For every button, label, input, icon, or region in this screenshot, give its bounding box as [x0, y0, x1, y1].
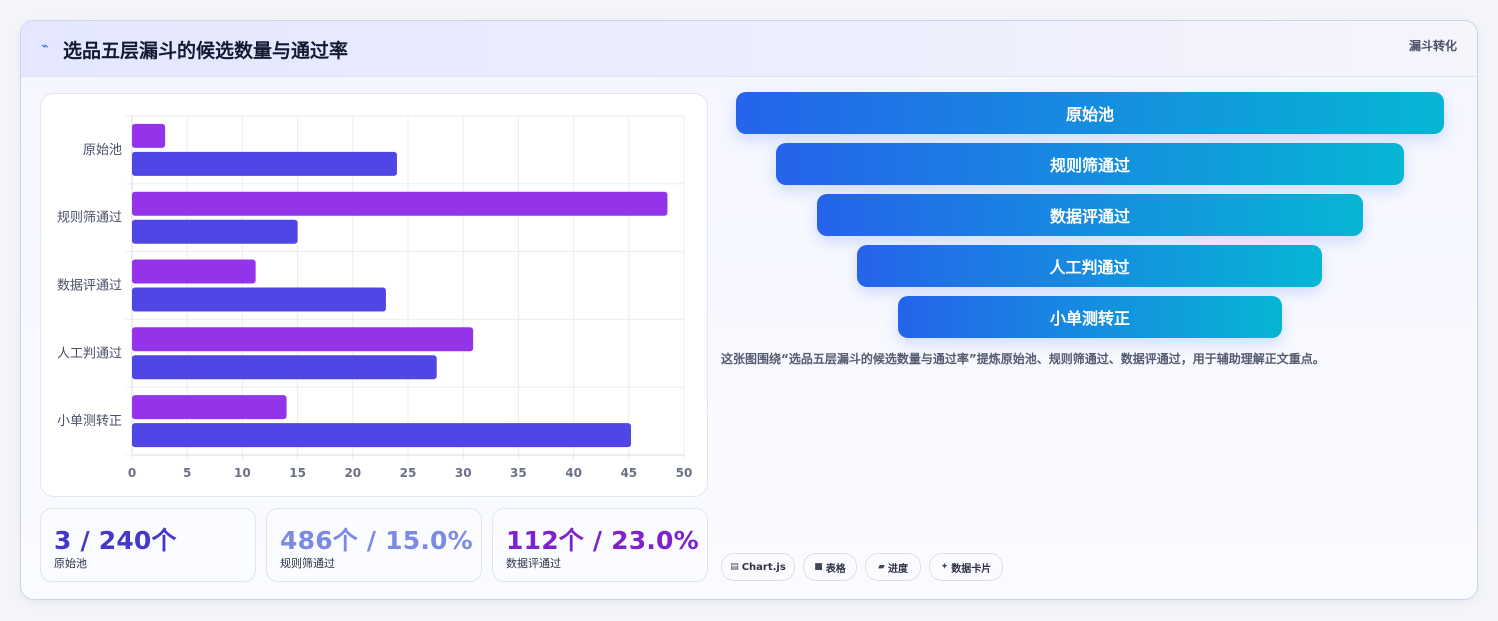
bar-series-1[interactable] [132, 191, 668, 216]
bar-series-1[interactable] [132, 395, 287, 420]
stat-value: 112个 / 23.0% [506, 526, 699, 555]
tag-label: 数据卡片 [951, 563, 992, 575]
bar-series-2[interactable] [132, 423, 632, 448]
category-badge: 漏斗转化 [1408, 39, 1457, 53]
stat-label: 数据评通过 [506, 557, 561, 570]
funnel-step-rule-pass: 规则筛通过 [776, 143, 1404, 185]
y-tick-label: 原始池 [83, 143, 122, 158]
y-tick-label: 数据评通过 [57, 279, 122, 294]
bar-series-2[interactable] [132, 355, 437, 380]
x-tick-label: 5 [183, 466, 191, 480]
card-header: ⌁ 选品五层漏斗的候选数量与通过率 漏斗转化 [21, 21, 1477, 77]
tag-data-card[interactable]: ✦ 数据卡片 [929, 553, 1003, 581]
stat-label: 规则筛通过 [280, 557, 335, 570]
bar-chart: 0 5 10 15 20 25 30 35 40 45 50 原始池规则筛通过数据评通过人工判通过小单… [57, 115, 693, 480]
tag-table[interactable]: ■ 表格 [803, 553, 857, 581]
tag-chartjs[interactable]: ▤ Chart.js [721, 553, 795, 581]
x-tick-label: 30 [455, 466, 472, 480]
funnel-card: ⌁ 选品五层漏斗的候选数量与通过率 漏斗转化 0 5 10 15 20 25 30 35 40 4… [20, 20, 1478, 600]
stat-value: 3 / 240个 [54, 526, 177, 555]
y-tick-label: 小单测转正 [57, 414, 122, 429]
tag-label: 表格 [825, 563, 846, 575]
x-tick-label: 10 [234, 466, 251, 480]
x-tick-label: 40 [565, 466, 582, 480]
chart-description: 这张图围绕“选品五层漏斗的候选数量与通过率”提炼原始池、规则筛通过、数据评通过，… [721, 352, 1325, 366]
y-tick-label: 人工判通过 [57, 346, 122, 361]
bar-series-1[interactable] [132, 123, 166, 148]
funnel-step-manual-pass: 人工判通过 [857, 245, 1322, 287]
bar-series-2[interactable] [132, 151, 397, 176]
x-tick-label: 35 [510, 466, 527, 480]
funnel-step-data-pass: 数据评通过 [817, 194, 1363, 236]
card-title: 选品五层漏斗的候选数量与通过率 [63, 40, 349, 62]
x-tick-label: 20 [344, 466, 361, 480]
progress-icon: ▰ [878, 562, 885, 572]
stat-card-rule-pass: 486个 / 15.0% 规则筛通过 [266, 508, 482, 582]
bar-series-2[interactable] [132, 219, 298, 244]
funnel-step-small-test: 小单测转正 [898, 296, 1282, 338]
bar-series-2[interactable] [132, 287, 386, 312]
x-tick-label: 0 [128, 466, 136, 480]
x-tick-label: 45 [620, 466, 637, 480]
bar-chart-panel: 0 5 10 15 20 25 30 35 40 45 50 原始池规则筛通过数据评通过人工判通过小单… [40, 93, 708, 497]
tag-progress[interactable]: ▰ 进度 [865, 553, 921, 581]
y-tick-label: 规则筛通过 [57, 211, 122, 226]
x-tick-label: 50 [676, 466, 693, 480]
table-icon: ■ [814, 562, 823, 572]
stat-card-raw-pool: 3 / 240个 原始池 [40, 508, 256, 582]
funnel-step-raw-pool: 原始池 [736, 92, 1444, 134]
bar-series-1[interactable] [132, 259, 256, 284]
tag-label: 进度 [887, 563, 908, 575]
x-tick-label: 15 [289, 466, 306, 480]
pulse-icon: ⌁ [41, 39, 49, 54]
tag-label: Chart.js [741, 561, 786, 573]
stat-label: 原始池 [54, 557, 87, 570]
sparkle-icon: ✦ [940, 562, 949, 572]
stat-card-data-pass: 112个 / 23.0% 数据评通过 [492, 508, 708, 582]
x-tick-label: 25 [400, 466, 417, 480]
stat-value: 486个 / 15.0% [280, 526, 473, 555]
bar-series-1[interactable] [132, 327, 474, 352]
chart-icon: ▤ [730, 562, 739, 572]
